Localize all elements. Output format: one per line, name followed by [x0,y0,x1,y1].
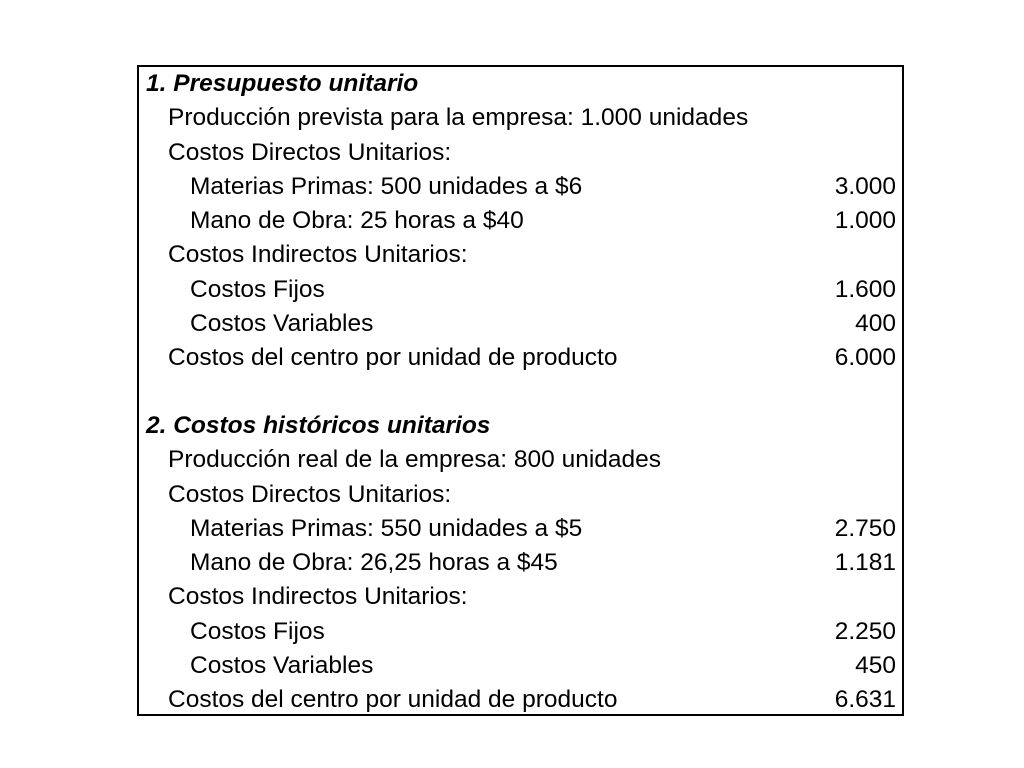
row-label: Costos Fijos [190,617,325,645]
row-label: Costos Indirectos Unitarios: [168,241,468,269]
table-row: Mano de Obra: 25 horas a $40 1.000 [139,204,902,238]
table-row: Costos Indirectos Unitarios: [139,238,902,272]
table-row: Costos Variables 400 [139,307,902,341]
table-row: Costos Variables 450 [139,649,902,683]
row-value: 1.181 [834,549,896,577]
row-label: Costos Directos Unitarios: [168,138,452,166]
section-title: 1. Presupuesto unitario [146,70,419,97]
table-row: Producción prevista para la empresa: 1.0… [139,101,902,135]
table-row: Costos Directos Unitarios: [139,136,902,170]
row-label: Costos Fijos [190,275,325,303]
section-presupuesto: 1. Presupuesto unitario Producción previ… [139,67,902,376]
table-row: Mano de Obra: 26,25 horas a $45 1.181 [139,546,902,580]
total-row: Costos del centro por unidad de producto… [139,683,902,717]
row-label: Mano de Obra: 26,25 horas a $45 [190,549,558,577]
row-value: 3.000 [834,172,896,200]
row-label: Producción prevista para la empresa: 1.0… [168,104,749,132]
table-row: Costos Fijos 2.250 [139,615,902,649]
row-value: 6.631 [834,686,896,714]
section-historicos: 2. Costos históricos unitarios Producció… [139,409,902,718]
row-label: Mano de Obra: 25 horas a $40 [190,207,524,235]
row-label: Costos Directos Unitarios: [168,480,452,508]
table-row: Costos Fijos 1.600 [139,273,902,307]
row-value: 1.000 [834,207,896,235]
section-heading-row: 1. Presupuesto unitario [139,67,902,101]
row-value: 2.250 [834,617,896,645]
table-row: Materias Primas: 550 unidades a $5 2.750 [139,512,902,546]
table-row: Producción real de la empresa: 800 unida… [139,443,902,477]
row-value: 6.000 [834,344,896,372]
row-value: 400 [855,310,896,338]
row-label: Materias Primas: 500 unidades a $6 [190,172,583,200]
section-title: 2. Costos históricos unitarios [146,412,491,439]
table-row: Costos Indirectos Unitarios: [139,580,902,614]
row-label: Costos del centro por unidad de producto [168,686,618,714]
row-label: Costos del centro por unidad de producto [168,344,618,372]
row-label: Producción real de la empresa: 800 unida… [168,446,662,474]
table-row: Materias Primas: 500 unidades a $6 3.000 [139,170,902,204]
row-value: 1.600 [834,275,896,303]
row-value: 450 [855,652,896,680]
row-label: Materias Primas: 550 unidades a $5 [190,514,583,542]
table-row: Costos Directos Unitarios: [139,478,902,512]
row-label: Costos Variables [190,652,374,680]
row-label: Costos Variables [190,310,374,338]
cost-table-box: 1. Presupuesto unitario Producción previ… [137,65,904,716]
total-row: Costos del centro por unidad de producto… [139,341,902,375]
section-heading-row: 2. Costos históricos unitarios [139,409,902,443]
row-label: Costos Indirectos Unitarios: [168,583,468,611]
row-value: 2.750 [834,514,896,542]
